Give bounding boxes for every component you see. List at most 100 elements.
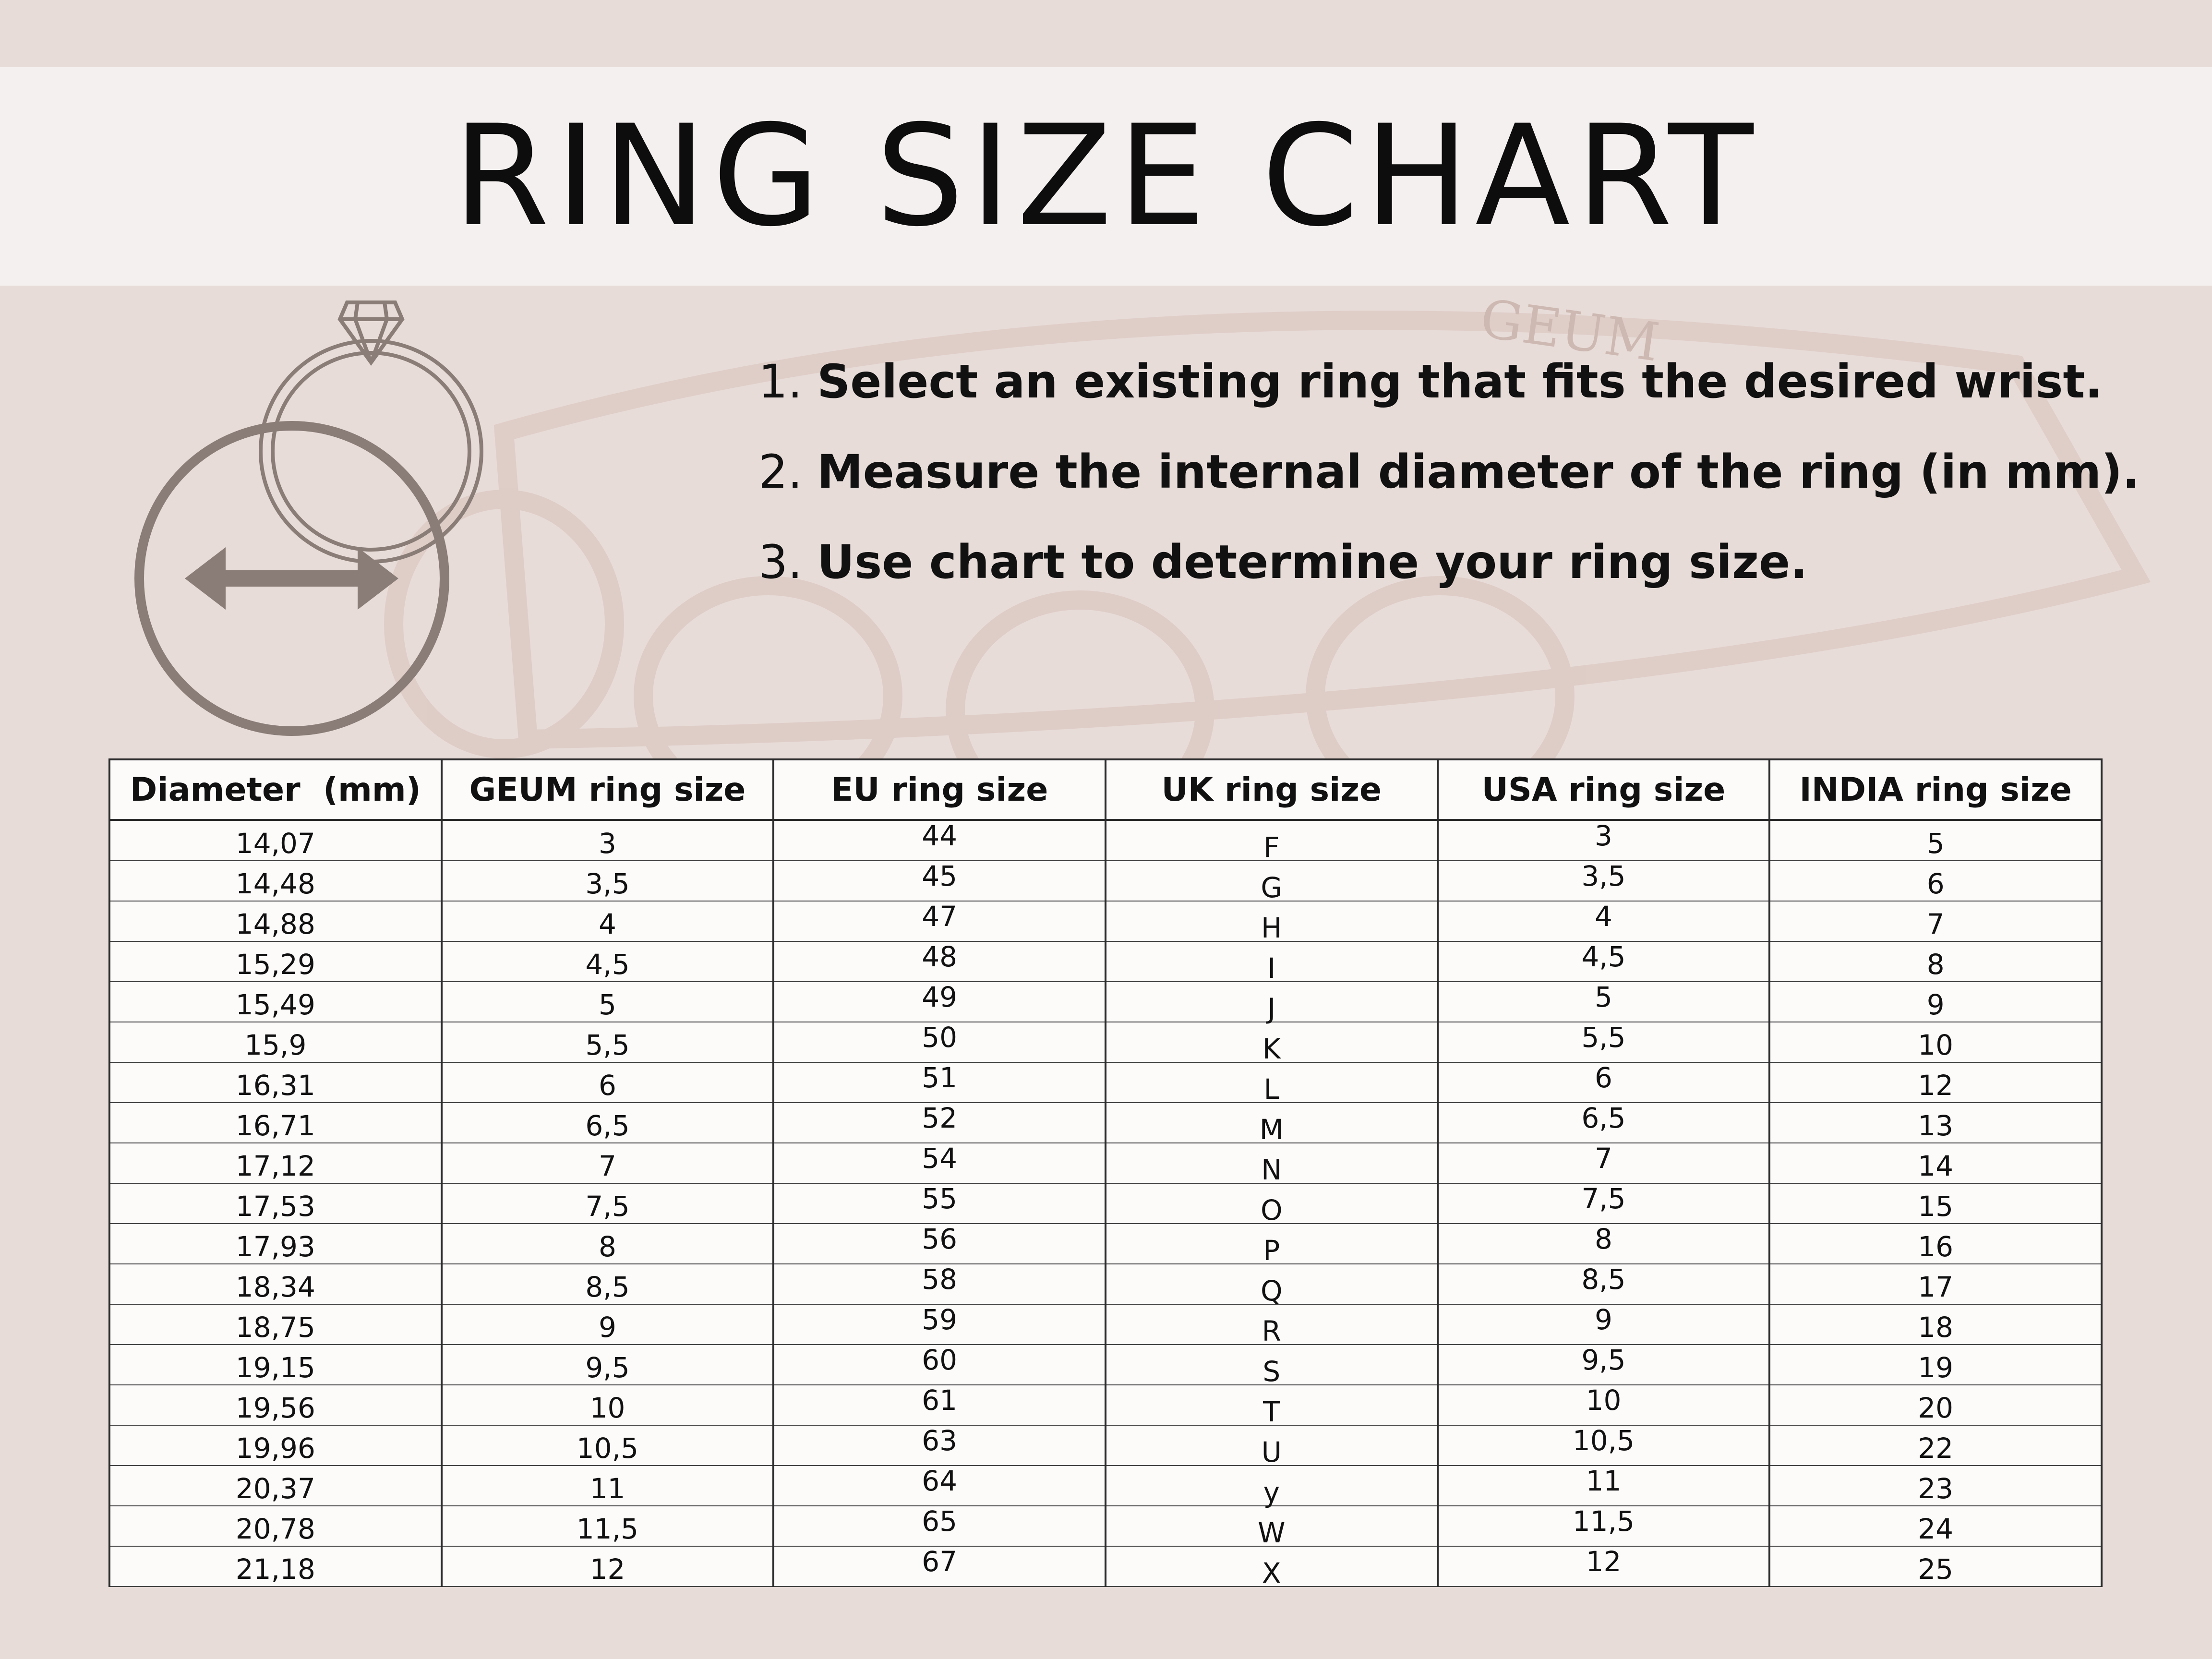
cell-value: 25: [1918, 1553, 1954, 1586]
cell-value: 7: [1595, 1142, 1612, 1175]
cell-value: 12: [1918, 1069, 1954, 1102]
cell-value: 44: [922, 819, 958, 852]
cell-uk: N: [1104, 1142, 1439, 1186]
cell-dia: 20,37: [108, 1465, 443, 1506]
table-header-row: Diameter (mm) GEUM ring size EU ring size U…: [108, 758, 2103, 821]
ring-diamond-icon: [259, 301, 483, 564]
cell-value: 52: [922, 1102, 958, 1134]
cell-usa: 6: [1436, 1061, 1771, 1103]
cell-value: 9: [1595, 1303, 1612, 1336]
cell-geum: 10: [440, 1384, 775, 1426]
cell-value: 8: [1595, 1223, 1612, 1255]
cell-eu: 55: [772, 1182, 1106, 1224]
table-row: 17,12 7 54 N 7 14: [108, 1142, 2103, 1186]
cell-dia: 15,9: [108, 1022, 443, 1063]
cell-value: T: [1263, 1395, 1280, 1428]
cell-dia: 18,34: [108, 1263, 443, 1305]
cell-value: 5,5: [585, 1029, 630, 1061]
column-header-uk: UK ring size: [1104, 758, 1439, 821]
cell-eu: 64: [772, 1465, 1106, 1506]
cell-dia: 17,93: [108, 1223, 443, 1264]
cell-geum: 11: [440, 1465, 775, 1506]
cell-value: 15,49: [235, 988, 315, 1021]
table-row: 19,15 9,5 60 S 9,5 19: [108, 1344, 2103, 1388]
cell-value: 19: [1918, 1351, 1954, 1384]
cell-geum: 12: [440, 1546, 775, 1587]
cell-eu: 58: [772, 1263, 1106, 1305]
cell-dia: 15,29: [108, 941, 443, 982]
cell-geum: 10,5: [440, 1425, 775, 1466]
cell-value: W: [1258, 1516, 1286, 1549]
cell-value: 67: [922, 1545, 958, 1578]
cell-geum: 9: [440, 1304, 775, 1345]
cell-usa: 9: [1436, 1303, 1771, 1345]
cell-value: 12: [1586, 1545, 1622, 1578]
double-arrow-icon: [185, 547, 398, 610]
cell-value: 6,5: [585, 1109, 630, 1142]
cell-usa: 8: [1436, 1223, 1771, 1264]
cell-usa: 4: [1436, 900, 1771, 942]
cell-value: 10: [1918, 1029, 1954, 1061]
cell-india: 25: [1768, 1546, 2103, 1587]
cell-value: 8: [1926, 948, 1945, 981]
cell-value: 59: [922, 1303, 958, 1336]
cell-value: 9,5: [585, 1351, 630, 1384]
cell-value: 10,5: [1572, 1424, 1635, 1457]
table-row: 17,93 8 56 P 8 16: [108, 1223, 2103, 1267]
cell-value: O: [1260, 1194, 1283, 1226]
cell-value: 14,48: [235, 867, 315, 900]
cell-value: U: [1261, 1436, 1282, 1468]
cell-india: 24: [1768, 1505, 2103, 1547]
cell-value: 21,18: [235, 1553, 315, 1586]
cell-value: 15,9: [244, 1029, 307, 1061]
cell-uk: K: [1104, 1022, 1439, 1065]
cell-uk: R: [1104, 1304, 1439, 1347]
cell-value: 54: [922, 1142, 958, 1175]
cell-value: 8: [599, 1230, 616, 1263]
table-row: 16,71 6,5 52 M 6,5 13: [108, 1102, 2103, 1146]
cell-value: 48: [922, 940, 958, 973]
cell-value: 16,71: [235, 1109, 315, 1142]
cell-dia: 15,49: [108, 981, 443, 1022]
cell-eu: 60: [772, 1344, 1106, 1385]
cell-geum: 3: [440, 819, 775, 861]
cell-geum: 8,5: [440, 1263, 775, 1305]
table-row: 18,34 8,5 58 Q 8,5 17: [108, 1263, 2103, 1307]
cell-usa: 3: [1436, 819, 1771, 861]
cell-value: 6: [1926, 867, 1945, 900]
cell-value: 9: [599, 1311, 616, 1344]
cell-usa: 10,5: [1436, 1424, 1771, 1466]
table-row: 14,88 4 47 H 4 7: [108, 900, 2103, 944]
cell-eu: 65: [772, 1505, 1106, 1547]
cell-value: K: [1262, 1033, 1281, 1065]
cell-value: J: [1267, 992, 1276, 1025]
cell-value: 17,93: [235, 1230, 315, 1263]
cell-dia: 17,12: [108, 1142, 443, 1184]
cell-india: 10: [1768, 1022, 2103, 1063]
cell-value: G: [1261, 871, 1283, 904]
cell-value: 18: [1918, 1311, 1954, 1344]
cell-eu: 44: [772, 819, 1106, 861]
cell-dia: 17,53: [108, 1183, 443, 1224]
cell-uk: F: [1104, 819, 1439, 864]
table-row: 15,9 5,5 50 K 5,5 10: [108, 1021, 2103, 1065]
cell-value: R: [1262, 1315, 1281, 1347]
cell-value: 3: [1595, 819, 1612, 852]
table-row: 21,18 12 67 X 12 25: [108, 1545, 2103, 1589]
cell-dia: 16,71: [108, 1102, 443, 1143]
cell-value: 50: [922, 1021, 958, 1054]
table-row: 14,07 3 44 F 3 5: [108, 819, 2103, 864]
table-row: 15,29 4,5 48 I 4,5 8: [108, 940, 2103, 985]
cell-uk: U: [1104, 1425, 1439, 1468]
cell-india: 8: [1768, 941, 2103, 982]
cell-usa: 5: [1436, 981, 1771, 1022]
cell-eu: 48: [772, 940, 1106, 982]
cell-geum: 6,5: [440, 1102, 775, 1143]
cell-value: 56: [922, 1223, 958, 1255]
cell-india: 23: [1768, 1465, 2103, 1506]
cell-value: 5: [1595, 981, 1612, 1013]
cell-value: 51: [922, 1061, 958, 1094]
cell-geum: 11,5: [440, 1505, 775, 1547]
cell-eu: 56: [772, 1223, 1106, 1264]
cell-eu: 49: [772, 981, 1106, 1022]
